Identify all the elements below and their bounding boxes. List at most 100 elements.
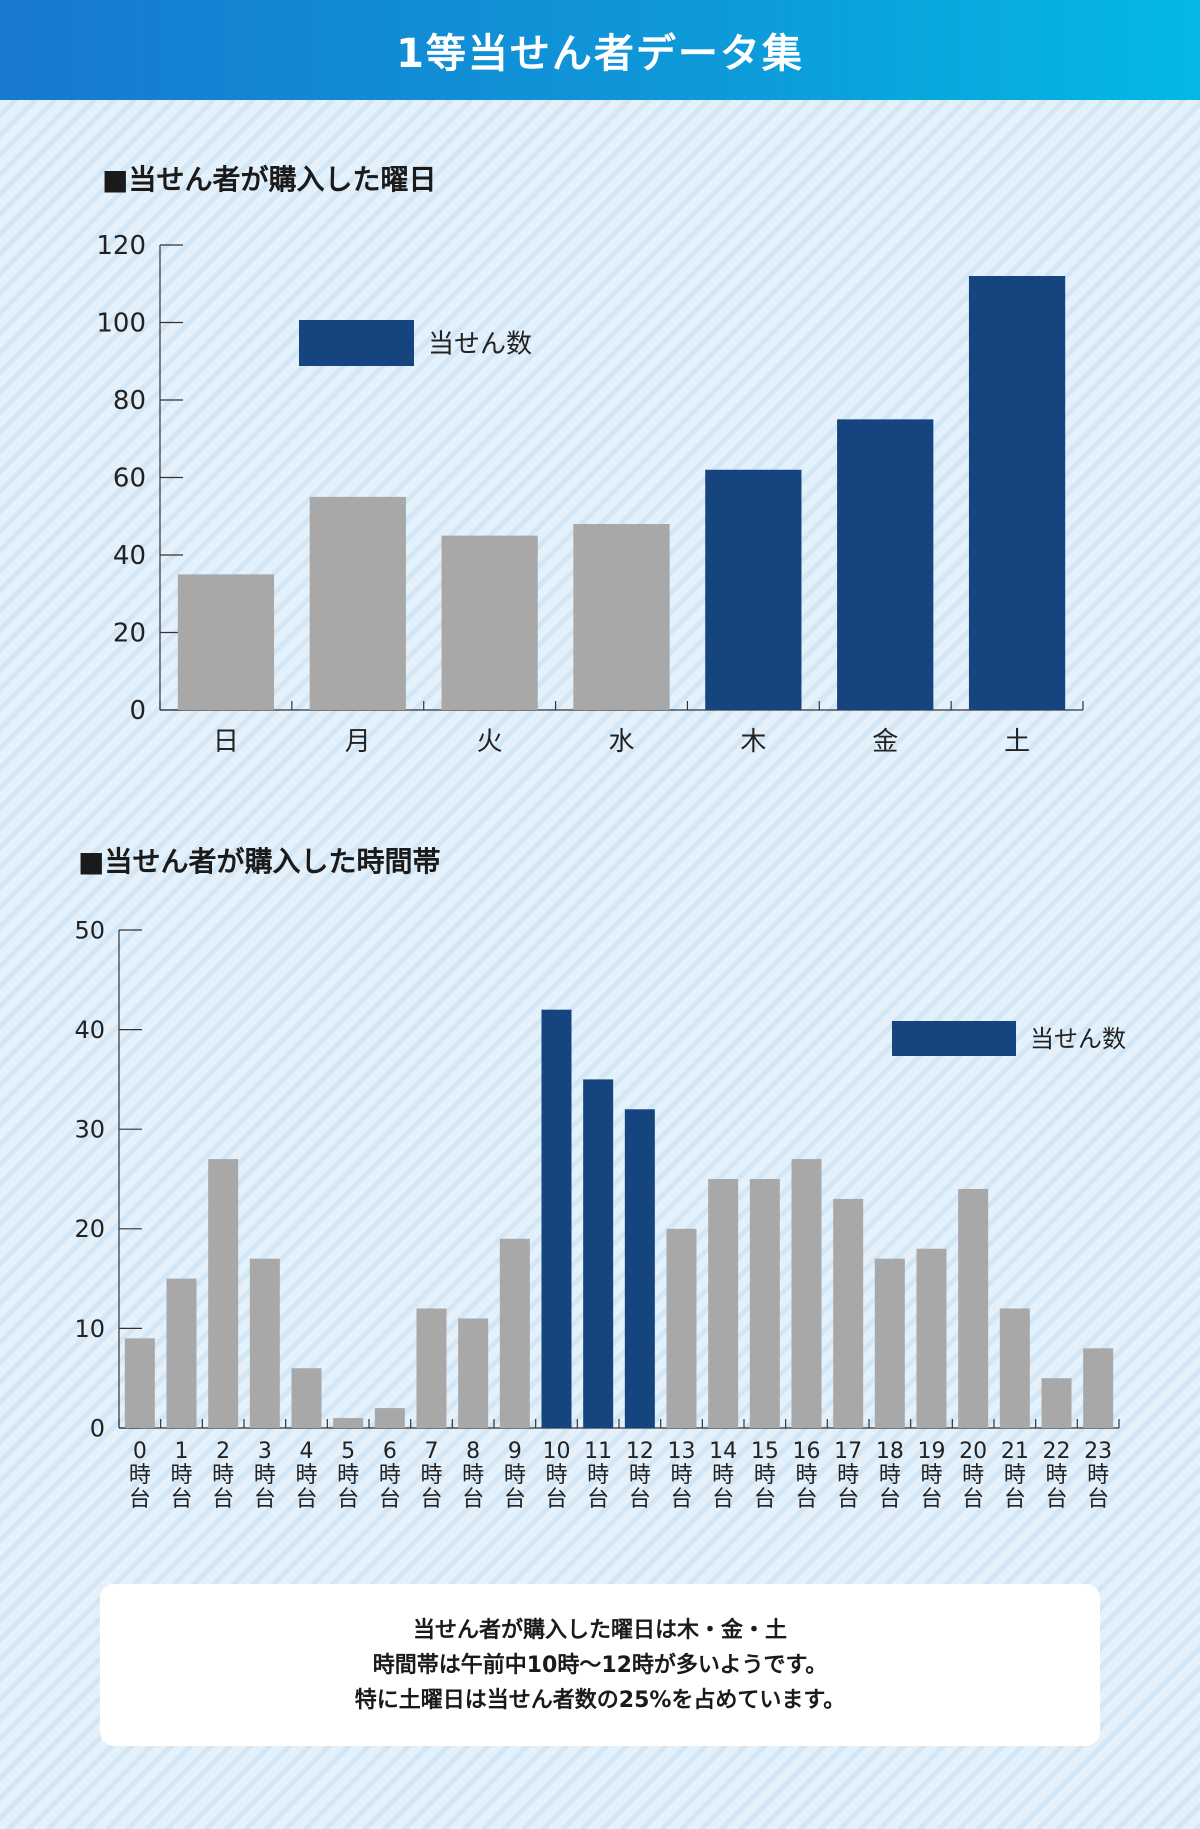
x-tick-label: 5 — [341, 1439, 355, 1464]
x-tick-label: 時 — [962, 1463, 984, 1488]
x-tick-label: 水 — [608, 727, 634, 757]
x-tick-label: 6 — [383, 1439, 397, 1464]
x-tick-label: 0 — [133, 1439, 147, 1464]
weekday-chart-title: ■当せん者が購入した曜日 — [102, 163, 437, 196]
x-tick-label: 時 — [504, 1463, 526, 1488]
y-tick-label: 20 — [74, 1215, 105, 1243]
x-tick-label: 台 — [587, 1487, 609, 1512]
y-tick-label: 0 — [129, 696, 146, 726]
summary-box: 当せん者が購入した曜日は木・金・土 時間帯は午前中10時〜12時が多いようです。… — [100, 1584, 1100, 1746]
x-tick-label: 時 — [1045, 1463, 1067, 1488]
bar-17 — [833, 1198, 864, 1428]
x-tick-label: 21 — [1001, 1439, 1029, 1464]
y-tick-label: 20 — [113, 619, 146, 649]
x-tick-label: 台 — [379, 1487, 401, 1512]
x-tick-label: 時 — [420, 1463, 442, 1488]
bar-月 — [309, 496, 406, 710]
x-tick-label: 台 — [462, 1487, 484, 1512]
legend-swatch — [299, 320, 414, 366]
bar-20 — [958, 1188, 989, 1428]
summary-line-2: 時間帯は午前中10時〜12時が多いようです。 — [372, 1652, 828, 1678]
bar-19 — [916, 1248, 947, 1428]
x-tick-label: 時 — [545, 1463, 567, 1488]
x-tick-label: 木 — [740, 727, 766, 757]
y-tick-label: 30 — [74, 1116, 105, 1144]
y-tick-label: 40 — [113, 541, 146, 571]
x-tick-label: 19 — [918, 1439, 946, 1464]
bar-11 — [583, 1079, 614, 1428]
hour-bar-chart: 010203040500時台1時台2時台3時台4時台5時台6時台7時台8時台9時… — [74, 916, 1126, 1512]
x-tick-label: 台 — [295, 1487, 317, 1512]
x-tick-label: 10 — [543, 1439, 571, 1464]
x-tick-label: 11 — [584, 1439, 612, 1464]
x-tick-label: 時 — [670, 1463, 692, 1488]
x-tick-label: 7 — [425, 1439, 439, 1464]
x-tick-label: 台 — [254, 1487, 276, 1512]
bar-1 — [166, 1278, 197, 1428]
bar-7 — [416, 1308, 447, 1428]
bar-火 — [441, 535, 538, 710]
x-tick-label: 台 — [962, 1487, 984, 1512]
y-tick-label: 100 — [96, 309, 146, 339]
x-tick-label: 22 — [1043, 1439, 1071, 1464]
y-tick-label: 0 — [90, 1414, 105, 1442]
hour-chart-title: ■当せん者が購入した時間帯 — [78, 845, 441, 878]
bar-6 — [374, 1408, 405, 1428]
x-tick-label: 18 — [876, 1439, 904, 1464]
bar-10 — [541, 1009, 572, 1428]
x-tick-label: 時 — [129, 1463, 151, 1488]
legend-swatch — [892, 1021, 1016, 1056]
x-tick-label: 23 — [1084, 1439, 1112, 1464]
x-tick-label: 17 — [834, 1439, 862, 1464]
x-tick-label: 時 — [170, 1463, 192, 1488]
x-tick-label: 台 — [1004, 1487, 1026, 1512]
bar-金 — [837, 419, 934, 710]
x-tick-label: 台 — [212, 1487, 234, 1512]
bar-14 — [708, 1179, 739, 1428]
x-tick-label: 9 — [508, 1439, 522, 1464]
bar-5 — [333, 1418, 364, 1428]
x-tick-label: 台 — [879, 1487, 901, 1512]
x-tick-label: 台 — [795, 1487, 817, 1512]
x-tick-label: 時 — [1087, 1463, 1109, 1488]
bar-土 — [968, 276, 1066, 710]
x-tick-label: 15 — [751, 1439, 779, 1464]
bar-水 — [573, 524, 670, 710]
x-tick-label: 台 — [670, 1487, 692, 1512]
y-tick-label: 50 — [74, 916, 105, 944]
x-tick-label: 時 — [295, 1463, 317, 1488]
x-tick-label: 20 — [959, 1439, 987, 1464]
x-tick-label: 4 — [300, 1439, 314, 1464]
x-tick-label: 時 — [712, 1463, 734, 1488]
x-tick-label: 台 — [170, 1487, 192, 1512]
x-tick-label: 日 — [213, 727, 239, 757]
bar-22 — [1041, 1378, 1072, 1428]
x-tick-label: 13 — [668, 1439, 696, 1464]
bar-18 — [874, 1258, 905, 1428]
summary-line-3: 特に土曜日は当せん者数の25%を占めています。 — [354, 1687, 846, 1713]
x-tick-label: 火 — [477, 727, 503, 757]
x-tick-label: 台 — [337, 1487, 359, 1512]
x-tick-label: 時 — [587, 1463, 609, 1488]
y-tick-label: 10 — [74, 1315, 105, 1343]
x-tick-label: 時 — [795, 1463, 817, 1488]
x-tick-label: 金 — [872, 727, 898, 757]
legend-label: 当せん数 — [428, 329, 532, 359]
legend-label: 当せん数 — [1030, 1025, 1126, 1053]
x-tick-label: 時 — [212, 1463, 234, 1488]
x-tick-label: 時 — [754, 1463, 776, 1488]
bar-12 — [624, 1109, 655, 1428]
bar-4 — [291, 1368, 322, 1428]
y-tick-label: 80 — [113, 386, 146, 416]
bar-21 — [999, 1308, 1030, 1428]
x-tick-label: 8 — [466, 1439, 480, 1464]
x-tick-label: 時 — [254, 1463, 276, 1488]
page-title: 1等当せん者データ集 — [396, 31, 804, 77]
x-tick-label: 時 — [337, 1463, 359, 1488]
bar-9 — [499, 1238, 530, 1428]
x-tick-label: 時 — [629, 1463, 651, 1488]
x-tick-label: 台 — [754, 1487, 776, 1512]
bar-16 — [791, 1159, 822, 1428]
y-tick-label: 40 — [74, 1016, 105, 1044]
x-tick-label: 時 — [1004, 1463, 1026, 1488]
